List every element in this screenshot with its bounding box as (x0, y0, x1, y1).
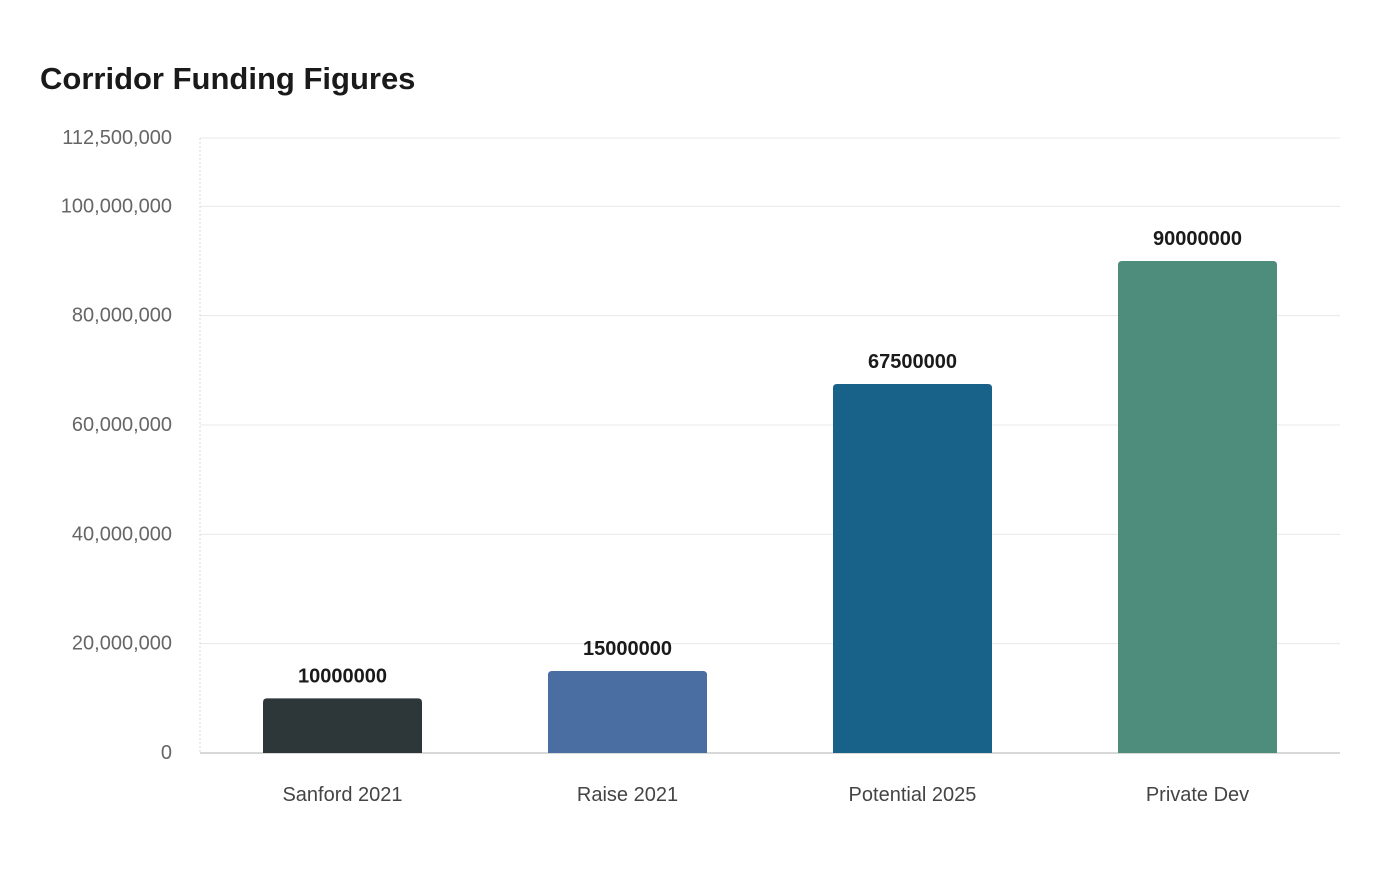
chart-title: Corridor Funding Figures (40, 61, 416, 96)
y-tick-label: 20,000,000 (72, 633, 172, 655)
data-label: 10000000 (298, 665, 387, 687)
x-tick-labels: Sanford 2021 Raise 2021 Potential 2025 Priv… (282, 784, 1249, 806)
bar-potential-2025 (833, 384, 992, 753)
x-tick-label: Potential 2025 (849, 784, 977, 806)
data-label: 15000000 (583, 638, 672, 660)
y-tick-label: 80,000,000 (72, 305, 172, 327)
data-label: 90000000 (1153, 228, 1242, 250)
y-tick-label: 60,000,000 (72, 414, 172, 436)
y-tick-label: 100,000,000 (61, 195, 172, 217)
x-tick-label: Sanford 2021 (282, 784, 402, 806)
y-tick-label: 112,500,000 (62, 127, 172, 149)
y-tick-label: 0 (161, 742, 172, 764)
bars (263, 261, 1277, 753)
y-tick-labels: 0 20,000,000 40,000,000 60,000,000 80,000,00… (61, 127, 172, 764)
y-tick-label: 40,000,000 (72, 523, 172, 545)
grid-lines (200, 137, 1340, 645)
bar-sanford-2021 (263, 698, 422, 753)
x-tick-label: Private Dev (1146, 784, 1249, 806)
bar-private-dev (1118, 261, 1277, 753)
data-labels: 10000000 15000000 67500000 90000000 (298, 228, 1242, 687)
x-tick-label: Raise 2021 (577, 784, 678, 806)
bar-raise-2021 (548, 671, 707, 753)
data-label: 67500000 (868, 351, 957, 373)
